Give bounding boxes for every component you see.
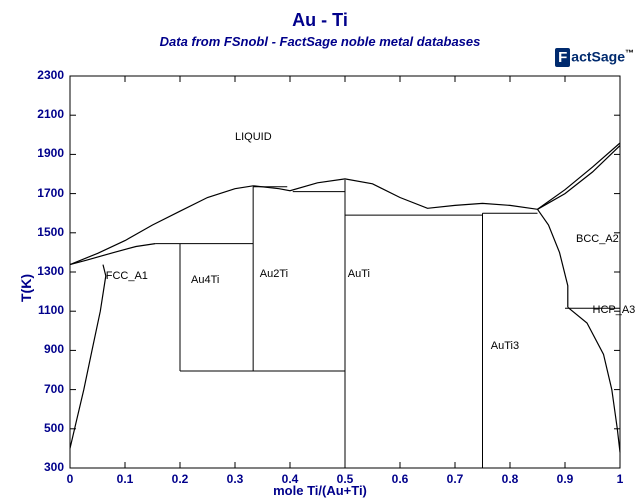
x-tick: 1 [608, 472, 632, 486]
x-tick: 0.9 [553, 472, 577, 486]
phase-label: Au2Ti [260, 268, 288, 280]
x-tick: 0.4 [278, 472, 302, 486]
x-tick: 0.2 [168, 472, 192, 486]
y-tick: 1500 [37, 225, 64, 239]
phase-label: AuTi [348, 268, 370, 280]
phase-label: BCC_A2 [576, 233, 619, 245]
y-tick: 1300 [37, 264, 64, 278]
y-tick: 500 [44, 421, 64, 435]
phase-label: FCC_A1 [106, 270, 148, 282]
y-tick: 300 [44, 460, 64, 474]
y-tick: 2300 [37, 68, 64, 82]
phase-label: Au4Ti [191, 274, 219, 286]
phase-diagram: Au - Ti Data from FSnobl - FactSage nobl… [0, 0, 640, 504]
x-tick: 0.6 [388, 472, 412, 486]
y-tick: 1100 [38, 303, 64, 317]
phase-label: AuTi3 [491, 340, 519, 352]
x-tick: 0.8 [498, 472, 522, 486]
phase-label: HCP_A3 [593, 304, 636, 316]
y-tick: 1700 [37, 186, 64, 200]
x-tick: 0 [58, 472, 82, 486]
plot-svg [0, 0, 640, 504]
y-tick: 900 [44, 342, 64, 356]
x-tick: 0.7 [443, 472, 467, 486]
x-tick: 0.3 [223, 472, 247, 486]
y-tick: 700 [44, 382, 64, 396]
phase-label: LIQUID [235, 131, 272, 143]
y-tick: 1900 [37, 146, 64, 160]
x-tick: 0.1 [113, 472, 137, 486]
y-tick: 2100 [37, 107, 64, 121]
x-tick: 0.5 [333, 472, 357, 486]
